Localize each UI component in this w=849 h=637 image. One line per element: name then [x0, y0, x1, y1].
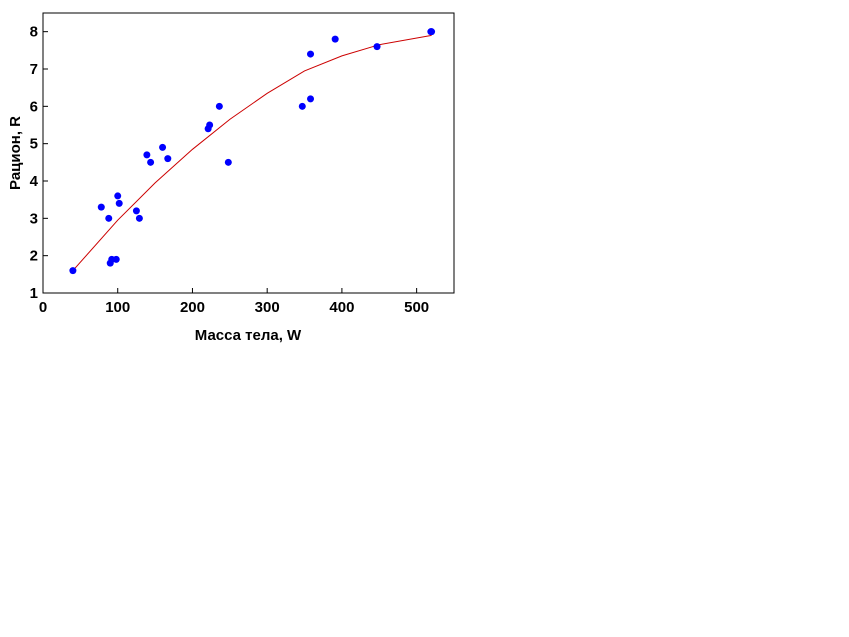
- y-tick-label: 2: [30, 248, 38, 265]
- data-point: [331, 35, 339, 43]
- x-tick-label: 100: [105, 299, 130, 316]
- data-point: [115, 199, 123, 207]
- y-axis-ticks: 1 2 3 4 5 6 7 8: [30, 24, 48, 302]
- data-point: [114, 192, 122, 200]
- y-tick-label: 6: [30, 98, 38, 115]
- data-point: [298, 102, 306, 110]
- data-point: [159, 143, 167, 151]
- data-point: [143, 151, 151, 159]
- data-point: [135, 214, 143, 222]
- data-point: [132, 207, 140, 215]
- data-point: [307, 95, 315, 103]
- data-point: [206, 121, 214, 129]
- data-point: [428, 28, 436, 36]
- data-point: [224, 158, 232, 166]
- data-point: [164, 155, 172, 163]
- y-axis-title: Рацион, R: [7, 116, 24, 190]
- y-tick-label: 4: [30, 173, 39, 190]
- y-tick-label: 1: [30, 285, 38, 302]
- x-tick-label: 300: [255, 299, 280, 316]
- data-point: [105, 214, 113, 222]
- x-tick-label: 200: [180, 299, 205, 316]
- x-tick-label: 500: [404, 299, 429, 316]
- y-tick-label: 5: [30, 136, 38, 153]
- x-axis-ticks: 0 100 200 300 400 500: [39, 288, 429, 316]
- data-point: [307, 50, 315, 58]
- x-tick-label: 400: [329, 299, 354, 316]
- plot-frame: [42, 12, 455, 294]
- data-point: [147, 158, 155, 166]
- data-point: [112, 255, 120, 263]
- y-tick-label: 8: [30, 24, 38, 41]
- x-axis-title: Масса тела, W: [195, 327, 302, 344]
- data-point: [373, 43, 381, 51]
- data-points: [69, 28, 436, 275]
- x-tick-label: 0: [39, 299, 47, 316]
- data-point: [97, 203, 105, 211]
- data-point: [69, 267, 77, 275]
- y-tick-label: 7: [30, 61, 38, 78]
- y-tick-label: 3: [30, 210, 38, 227]
- data-point: [215, 102, 223, 110]
- fit-curve: [72, 34, 432, 271]
